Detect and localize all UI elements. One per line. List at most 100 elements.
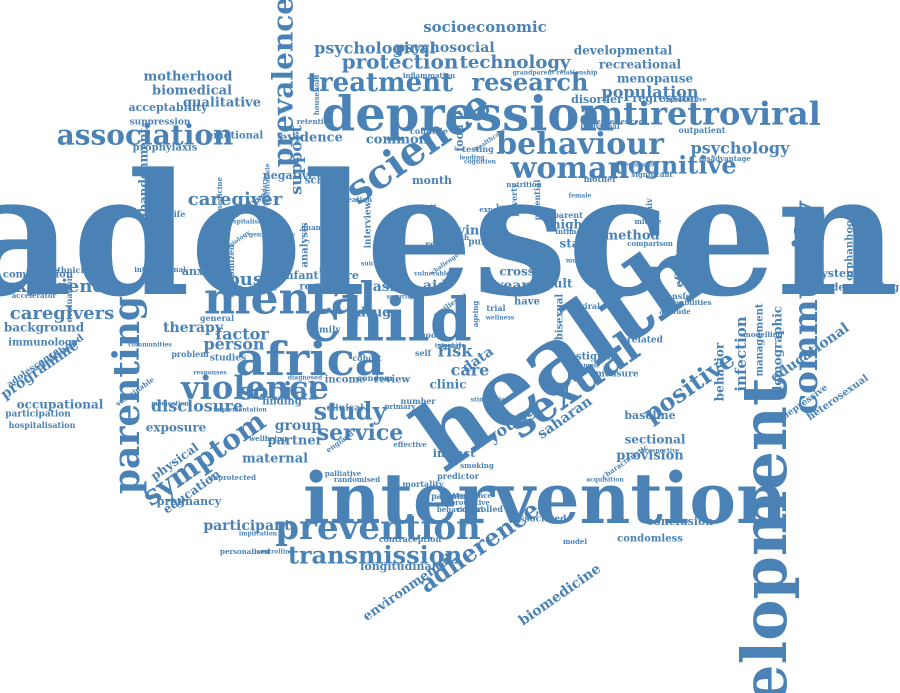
cloud-word-contraception: contraception: [379, 534, 442, 544]
cloud-word-motherhood: motherhood: [144, 70, 233, 85]
cloud-word-accelerator: accelerator: [12, 291, 57, 300]
cloud-word-modelling: modelling: [743, 330, 782, 339]
cloud-word-psychosocial: psychosocial: [395, 40, 494, 56]
cloud-word-stigma: stigma: [576, 352, 615, 363]
cloud-word-intimate: intimate: [555, 227, 589, 236]
cloud-word-status: status: [559, 237, 600, 251]
cloud-word-suicidal: suicidal: [361, 261, 388, 268]
cloud-word-attitude: attitude: [659, 307, 691, 316]
cloud-word-suppression: suppression: [130, 118, 191, 128]
cloud-word-effect: effect: [673, 252, 686, 288]
cloud-word-level: level: [319, 268, 335, 275]
cloud-word-understanding: understanding: [817, 283, 899, 294]
cloud-word-aged: aged: [603, 291, 622, 300]
cloud-word-communities: communities: [128, 342, 172, 349]
cloud-word-effectiveness: effectiveness: [233, 286, 277, 293]
cloud-word-ideation: ideation: [340, 195, 372, 204]
cloud-word-mother: mother: [584, 174, 617, 184]
cloud-word-abandonment: abandonment: [137, 127, 151, 220]
cloud-word-household: household: [312, 75, 321, 116]
cloud-word-attendance: attendance: [448, 491, 492, 500]
cloud-word-reproductive: reproductive: [664, 97, 707, 104]
cloud-word-respiratory: respiratory: [621, 162, 659, 169]
cloud-word-number: number: [401, 396, 437, 406]
cloud-word-bisexual: bisexual: [555, 294, 566, 340]
cloud-word-disadvantage: disadvantage: [699, 154, 751, 163]
cloud-word-clinical: clinical: [326, 404, 364, 414]
cloud-word-systematic: systematic: [815, 267, 881, 280]
cloud-word-randomised: randomised: [334, 475, 380, 484]
cloud-word-year: year: [494, 278, 529, 294]
cloud-word-life: life: [171, 209, 186, 219]
cloud-word-experienced: experienced: [596, 117, 644, 126]
cloud-word-associated: associated: [514, 515, 568, 525]
cloud-word-sectional: sectional: [625, 433, 686, 447]
cloud-word-african: african: [274, 216, 284, 248]
cloud-word-infection: infection: [732, 316, 750, 391]
cloud-word-infant: infant: [281, 269, 319, 282]
cloud-word-school: school: [305, 176, 341, 187]
cloud-word-disabilities: disabilities: [668, 298, 711, 307]
cloud-word-person: person: [203, 335, 264, 354]
cloud-word-related: related: [627, 336, 664, 346]
cloud-word-behavioural: behavioural: [437, 505, 484, 514]
cloud-word-recreational: recreational: [599, 58, 682, 72]
cloud-word-international: international: [134, 265, 186, 274]
cloud-word-fact: fact: [428, 203, 438, 220]
cloud-word-good: good: [420, 330, 442, 340]
cloud-word-predictor: predictor: [437, 471, 479, 481]
cloud-word-condomless: condomless: [617, 534, 683, 545]
cloud-word-exposure: exposure: [146, 421, 207, 435]
cloud-word-adult: adult: [538, 277, 573, 291]
cloud-word-condom: condom: [357, 373, 393, 383]
cloud-word-management: management: [755, 303, 766, 376]
cloud-word-evaluation: evaluation: [64, 275, 74, 322]
cloud-word-unprotected: unprotected: [208, 473, 256, 482]
cloud-word-conclusion: conclusion: [647, 515, 714, 528]
cloud-word-multiple: multiple: [566, 258, 595, 265]
cloud-word-hospitalisation: hospitalisation: [9, 420, 76, 430]
cloud-word-socioeconomic: socioeconomic: [423, 18, 547, 36]
cloud-word-analysis: analysis: [300, 222, 311, 267]
cloud-word-biomedicine: biomedicine: [516, 561, 604, 629]
cloud-word-month: month: [412, 174, 452, 187]
cloud-word-maternal: maternal: [242, 452, 308, 467]
cloud-word-problem: problem: [171, 349, 209, 359]
cloud-word-countrie: countrie: [410, 126, 448, 136]
cloud-word-implication: implication: [239, 531, 278, 538]
cloud-word-cross: cross: [499, 265, 534, 279]
cloud-word-wellbeing: wellbeing: [248, 434, 287, 443]
cloud-word-medication: medication: [151, 401, 189, 408]
cloud-word-personalised: personalised: [220, 547, 270, 556]
cloud-word-public: public: [468, 238, 500, 248]
cloud-word-anxiety: anxiety: [182, 265, 227, 278]
cloud-word-inflammation: inflammation: [403, 71, 455, 80]
cloud-word-burden: burden: [496, 202, 528, 212]
cloud-word-medicine: medicine: [215, 177, 224, 213]
cloud-word-aid: aid: [423, 278, 447, 294]
cloud-word-viral: viral: [579, 301, 600, 311]
cloud-word-middle: middle: [635, 217, 663, 226]
cloud-word-wellness: wellness: [485, 315, 515, 322]
cloud-word-secondary: secondary: [262, 178, 269, 212]
cloud-word-smoking: smoking: [460, 461, 494, 470]
cloud-word-report: report: [299, 282, 335, 293]
cloud-word-participation: participation: [5, 410, 71, 420]
cloud-word-ethnicity: ethnicity: [52, 265, 92, 275]
cloud-word-outpatient: outpatient: [679, 125, 726, 135]
cloud-word-sample: sample: [576, 363, 600, 370]
cloud-word-female: female: [569, 193, 592, 200]
cloud-word-intensive: intensive: [435, 343, 466, 350]
cloud-word-pregnancy: pregnancy: [157, 495, 222, 508]
cloud-word-diagnosed: diagnosed: [288, 375, 323, 382]
cloud-word-security: security: [387, 294, 414, 301]
cloud-word-measure: measure: [595, 370, 638, 380]
cloud-word-prospective: prospective: [641, 448, 680, 455]
cloud-word-parent: parent: [553, 210, 583, 220]
cloud-word-general: general: [200, 313, 234, 323]
cloud-word-implementation: implementation: [213, 407, 267, 414]
cloud-word-community: community: [786, 200, 826, 414]
cloud-word-group: group: [275, 418, 322, 434]
cloud-word-trial: trial: [486, 303, 505, 313]
